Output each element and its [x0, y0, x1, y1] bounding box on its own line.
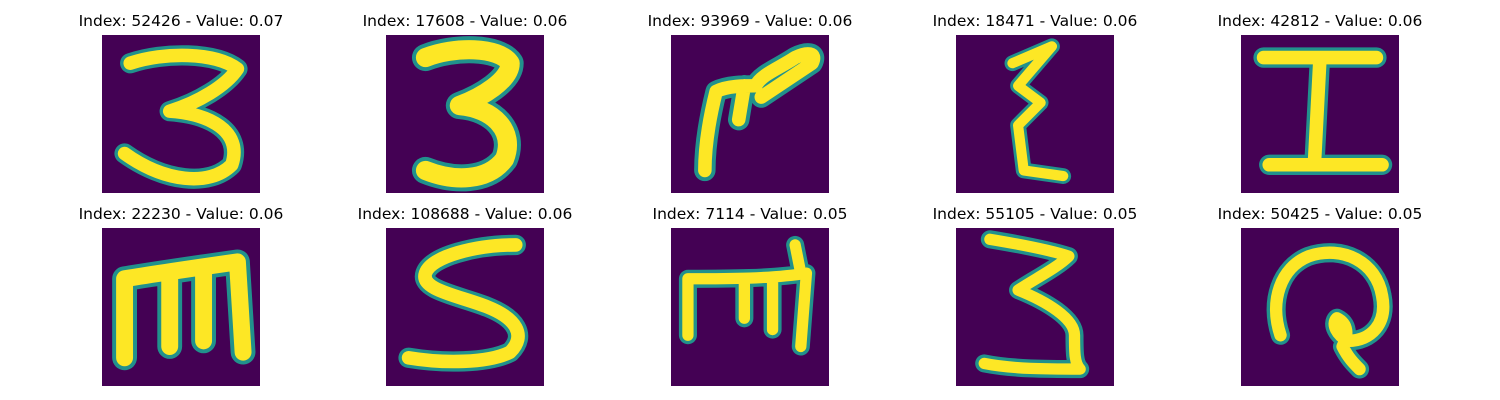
character-image — [386, 228, 544, 386]
character-image — [102, 228, 260, 386]
panel-title: Index: 93969 - Value: 0.06 — [640, 11, 860, 31]
character-image — [671, 228, 829, 386]
image-panel: Index: 108688 - Value: 0.06 — [355, 204, 575, 394]
panel-title: Index: 18471 - Value: 0.06 — [925, 11, 1145, 31]
image-panel: Index: 52426 - Value: 0.07 — [71, 11, 291, 201]
image-panel: Index: 55105 - Value: 0.05 — [925, 204, 1145, 394]
panel-title: Index: 7114 - Value: 0.05 — [640, 204, 860, 224]
panel-title: Index: 22230 - Value: 0.06 — [71, 204, 291, 224]
image-panel: Index: 18471 - Value: 0.06 — [925, 11, 1145, 201]
panel-title: Index: 108688 - Value: 0.06 — [355, 204, 575, 224]
character-image — [1241, 228, 1399, 386]
character-image — [956, 35, 1114, 193]
character-image — [671, 35, 829, 193]
image-panel: Index: 7114 - Value: 0.05 — [640, 204, 860, 394]
panel-title: Index: 17608 - Value: 0.06 — [355, 11, 575, 31]
image-panel: Index: 17608 - Value: 0.06 — [355, 11, 575, 201]
image-panel: Index: 22230 - Value: 0.06 — [71, 204, 291, 394]
panel-title: Index: 50425 - Value: 0.05 — [1210, 204, 1430, 224]
panel-title: Index: 52426 - Value: 0.07 — [71, 11, 291, 31]
character-image — [102, 35, 260, 193]
panel-title: Index: 42812 - Value: 0.06 — [1210, 11, 1430, 31]
image-panel: Index: 93969 - Value: 0.06 — [640, 11, 860, 201]
image-panel: Index: 42812 - Value: 0.06 — [1210, 11, 1430, 201]
character-image — [386, 35, 544, 193]
panel-title: Index: 55105 - Value: 0.05 — [925, 204, 1145, 224]
image-panel: Index: 50425 - Value: 0.05 — [1210, 204, 1430, 394]
character-image — [956, 228, 1114, 386]
character-image — [1241, 35, 1399, 193]
